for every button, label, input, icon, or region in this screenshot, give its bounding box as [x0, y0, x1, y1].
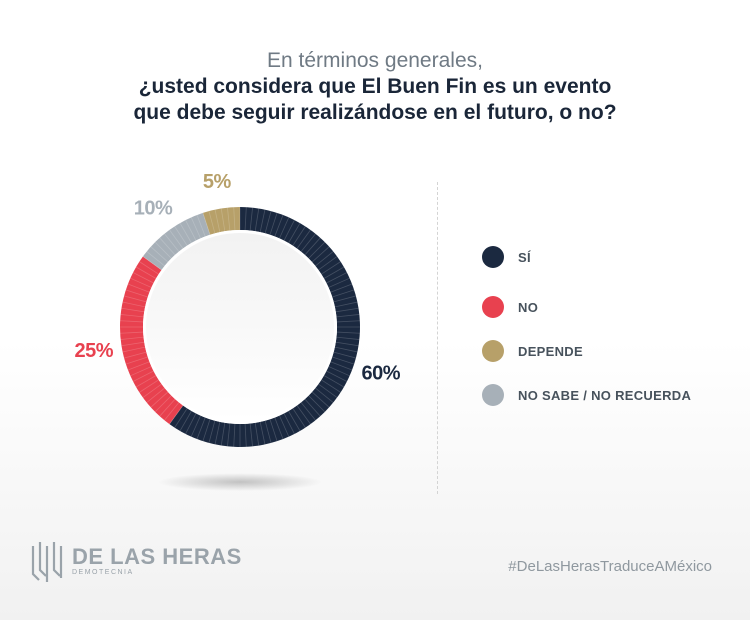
chart-shadow: [158, 473, 322, 491]
legend-swatch-no-sabe: [482, 384, 504, 406]
legend-label-si: SÍ: [518, 249, 531, 265]
logo-name: DE LAS HERAS: [72, 544, 242, 569]
legend-item-depende: DEPENDE: [482, 340, 583, 362]
slice-no: [119, 256, 183, 425]
donut-slices: [119, 207, 360, 448]
legend-swatch-depende: [482, 340, 504, 362]
legend-label-no-sabe: NO SABE / NO RECUERDA: [518, 387, 692, 403]
value-label-depende: 5%: [203, 171, 232, 193]
ring-texture: [120, 207, 360, 447]
legend-item-no: NO: [482, 296, 538, 318]
question-line-2: que debe seguir realizándose en el futur…: [133, 101, 617, 124]
logo: DE LAS HERAS DEMOTECNIA: [30, 540, 242, 584]
divider: [437, 182, 438, 494]
legend-item-no-sabe: NO SABE / NO RECUERDA: [482, 384, 691, 406]
value-label-no: 25%: [75, 340, 114, 362]
slice-si: [169, 207, 360, 448]
value-label-no-sabe: 10%: [134, 197, 173, 219]
slice-no-sabe: [142, 212, 211, 270]
slice-depende: [202, 207, 240, 235]
legend-swatch-no: [482, 296, 504, 318]
legend-swatch-si: [482, 246, 504, 268]
legend-label-no: NO: [518, 299, 539, 315]
slice-labels: 60% 25% 10% 5%: [75, 171, 402, 385]
question-line-1: ¿usted considera que El Buen Fin es un e…: [138, 75, 612, 98]
chart-subtitle: En términos generales,: [267, 49, 483, 72]
logo-mark-icon: [31, 542, 63, 582]
hashtag: #DeLasHerasTraduceAMéxico: [508, 558, 712, 575]
logo-subtitle: DEMOTECNIA: [72, 569, 134, 576]
legend-item-si: SÍ: [482, 246, 531, 268]
value-label-si: 60%: [361, 363, 400, 385]
legend-label-depende: DEPENDE: [518, 343, 583, 359]
chart-title: En términos generales, ¿usted considera …: [0, 48, 750, 126]
donut-inner: [146, 233, 334, 421]
